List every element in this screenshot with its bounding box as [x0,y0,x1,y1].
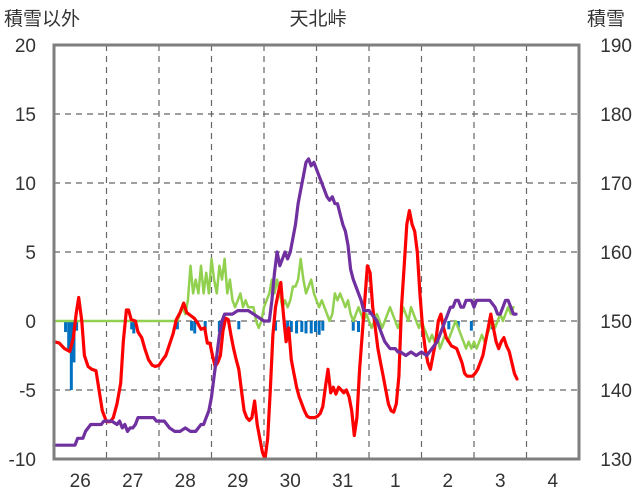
bar [75,321,79,331]
x-tick-label: 1 [390,471,401,492]
y-left-tick-label: 15 [15,105,36,126]
bar [321,321,325,331]
x-tick-label: 31 [332,471,353,492]
y-right-tick-label: 150 [600,312,632,333]
bar [351,321,355,331]
bar [274,321,278,331]
bar [67,321,71,352]
x-tick-label: 3 [495,471,506,492]
y-left-tick-label: 0 [25,312,36,333]
bar [309,321,313,334]
bar [237,321,241,330]
y-left-tick-label: 5 [25,243,36,264]
y-axis-right-label: 積雪 [587,8,625,30]
x-tick-label: 30 [280,471,301,492]
red-series-line [52,209,519,461]
bar [69,321,73,390]
x-tick-label: 27 [122,471,143,492]
x-tick-label: 28 [175,471,196,492]
y-left-tick-label: -10 [9,450,36,471]
purple-series-line [52,157,518,447]
bar [300,321,304,333]
grid-lines [54,45,579,459]
y-axis-left-ticks: 20 15 10 5 0 -5 -10 [9,36,36,471]
bar [357,321,360,333]
y-left-tick-label: -5 [19,381,36,402]
y-left-tick-label: 20 [15,36,36,57]
bar [289,321,293,333]
y-axis-left-label: 積雪以外 [4,8,80,30]
x-tick-label: 4 [547,471,558,492]
y-axis-right-ticks: 190 180 170 160 150 140 130 [600,36,632,471]
y-right-tick-label: 160 [600,243,632,264]
bar [193,321,197,334]
x-tick-label: 26 [70,471,91,492]
y-right-tick-label: 180 [600,105,632,126]
series-lines [52,157,519,461]
bar [313,321,317,333]
y-right-tick-label: 190 [600,36,632,57]
bar [64,321,68,333]
y-right-tick-label: 140 [600,381,632,402]
bar [132,321,136,334]
chart-title: 天北峠 [289,8,346,30]
plot-frame [52,43,581,461]
bar [130,321,134,330]
bar [304,321,308,334]
blue-bars [64,321,494,390]
y-right-tick-label: 130 [600,450,632,471]
y-left-tick-label: 10 [15,174,36,195]
y-right-tick-label: 170 [600,174,632,195]
bar [190,321,194,331]
x-tick-label: 2 [442,471,453,492]
bar [317,321,321,335]
green-series-line [52,257,515,350]
bar [295,321,299,334]
bar [469,321,473,331]
bar [175,321,179,330]
bar [447,321,451,330]
x-axis-ticks: 26 27 28 29 30 31 1 2 3 4 [70,471,559,492]
x-tick-label: 29 [227,471,248,492]
